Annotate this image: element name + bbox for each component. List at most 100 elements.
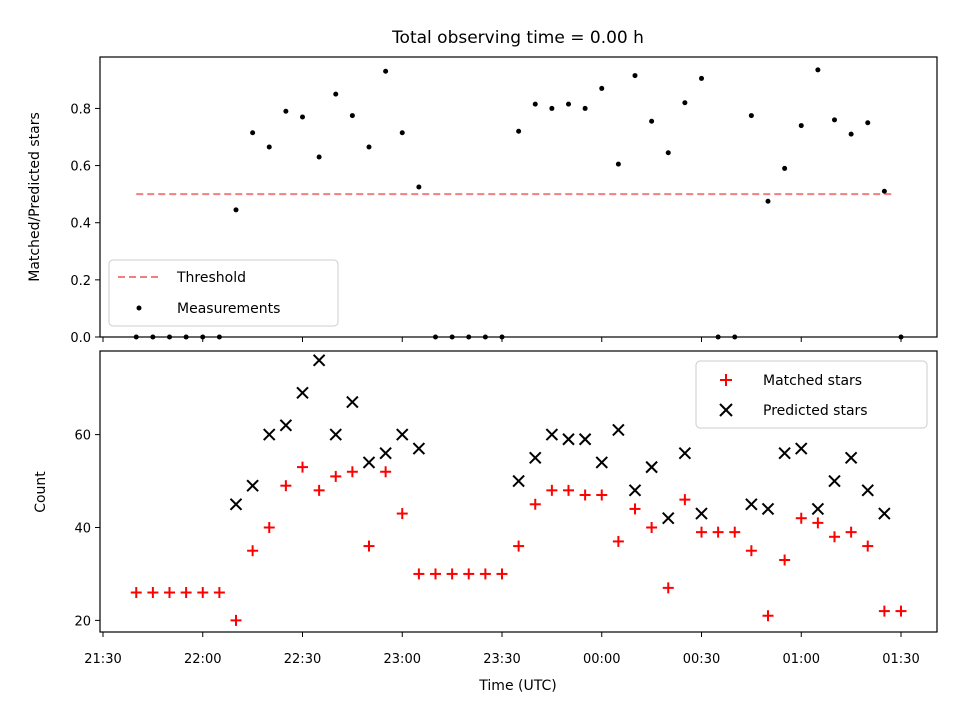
y-tick-label: 20 xyxy=(74,614,91,629)
y-tick-label: 40 xyxy=(74,521,91,536)
x-tick-label: 21:30 xyxy=(84,652,121,667)
matched-star-point xyxy=(180,587,192,599)
measurement-point xyxy=(682,100,688,106)
matched-star-point xyxy=(430,568,441,580)
x-tick-label: 22:00 xyxy=(184,652,221,667)
chart-title: Total observing time = 0.00 h xyxy=(391,28,644,48)
predicted-star-point xyxy=(861,484,874,497)
predicted-star-point xyxy=(628,484,642,497)
matched-star-point xyxy=(330,470,342,482)
matched-star-point xyxy=(712,526,724,538)
top-axes-frame xyxy=(99,56,938,338)
top-plot-area xyxy=(133,67,904,340)
measurement-point xyxy=(300,114,305,120)
measurement-point xyxy=(699,75,704,81)
x-axis-label: Time (UTC) xyxy=(478,678,556,694)
measurement-point xyxy=(865,120,871,126)
bottom-legend-box xyxy=(695,360,928,429)
measurement-point xyxy=(366,144,372,150)
x-tick-label: 01:30 xyxy=(882,652,919,667)
legend-predicted-swatch xyxy=(719,403,733,417)
matched-star-point xyxy=(546,484,558,496)
matched-star-point xyxy=(662,582,674,594)
legend-measurements-swatch xyxy=(136,305,142,311)
matched-star-point xyxy=(829,531,840,543)
predicted-star-point xyxy=(379,446,392,460)
measurement-point xyxy=(649,118,655,124)
top-legend: Threshold Measurements xyxy=(108,259,339,327)
predicted-star-point xyxy=(761,502,775,516)
matched-star-point xyxy=(213,587,225,599)
measurement-point xyxy=(765,198,771,204)
legend-threshold-label: Threshold xyxy=(176,270,246,286)
predicted-star-point xyxy=(329,428,342,441)
matched-star-point xyxy=(563,484,574,496)
matched-star-point xyxy=(845,526,857,538)
measurement-point xyxy=(832,117,837,123)
predicted-star-point xyxy=(279,419,293,432)
matched-star-point xyxy=(596,489,608,501)
bottom-plot-area xyxy=(130,354,907,626)
top-legend-box xyxy=(108,259,339,327)
bottom-y-axis-label: Count xyxy=(33,471,49,513)
matched-star-point xyxy=(795,512,807,524)
top-y-ticks: 0.0 0.2 0.4 0.6 0.8 xyxy=(70,102,100,346)
predicted-star-point xyxy=(362,456,376,469)
x-tick-label: 00:00 xyxy=(583,652,620,667)
predicted-star-point xyxy=(246,479,259,492)
matched-star-point xyxy=(745,545,757,557)
bottom-y-ticks: 20 40 60 xyxy=(74,429,100,629)
matched-star-point xyxy=(230,614,242,626)
y-tick-label: 0.0 xyxy=(70,331,91,346)
predicted-star-point xyxy=(612,423,625,437)
bottom-legend: Matched stars Predicted stars xyxy=(695,360,928,429)
x-tick-label: 23:30 xyxy=(483,652,520,667)
predicted-star-point xyxy=(578,433,592,446)
predicted-star-point xyxy=(412,442,426,455)
predicted-star-point xyxy=(678,446,692,460)
matched-star-point xyxy=(130,587,142,599)
matched-star-point xyxy=(496,568,508,580)
predicted-star-point xyxy=(396,428,409,441)
predicted-star-point xyxy=(745,498,758,511)
matched-star-point xyxy=(812,517,824,529)
measurement-point xyxy=(798,123,804,129)
measurement-point xyxy=(848,131,854,137)
top-y-axis-label: Matched/Predicted stars xyxy=(27,112,43,282)
matched-star-point xyxy=(313,484,325,496)
matched-star-point xyxy=(779,554,791,566)
matched-star-point xyxy=(197,587,209,599)
matched-star-point xyxy=(878,605,890,617)
y-tick-label: 0.8 xyxy=(70,102,91,117)
matched-star-point xyxy=(646,521,658,533)
measurement-point xyxy=(266,144,272,150)
matched-star-point xyxy=(463,568,475,580)
measurement-point xyxy=(665,150,671,156)
legend-matched-label: Matched stars xyxy=(763,373,862,389)
legend-matched-swatch xyxy=(720,374,732,386)
matched-star-point xyxy=(147,587,159,599)
matched-star-point xyxy=(363,540,375,552)
predicted-star-point xyxy=(545,428,559,441)
matched-star-point xyxy=(696,526,707,538)
measurement-point xyxy=(316,154,322,160)
predicted-star-point xyxy=(778,446,791,460)
matched-star-point xyxy=(280,480,292,492)
matched-star-point xyxy=(579,489,591,501)
predicted-star-point xyxy=(828,474,841,488)
x-tick-label: 23:00 xyxy=(384,652,421,667)
predicted-star-point xyxy=(263,428,276,441)
y-tick-label: 60 xyxy=(74,429,91,444)
measurement-point xyxy=(416,184,422,190)
predicted-star-point xyxy=(795,442,808,455)
measurement-point xyxy=(566,101,571,107)
predicted-star-point xyxy=(811,502,825,516)
y-tick-label: 0.6 xyxy=(70,160,91,175)
matched-star-point xyxy=(413,568,425,580)
measurement-point xyxy=(582,105,588,111)
measurement-point xyxy=(549,105,555,111)
matched-star-point xyxy=(529,498,541,510)
matched-star-point xyxy=(247,545,259,557)
matched-star-point xyxy=(297,461,308,473)
predicted-star-point xyxy=(346,395,359,409)
